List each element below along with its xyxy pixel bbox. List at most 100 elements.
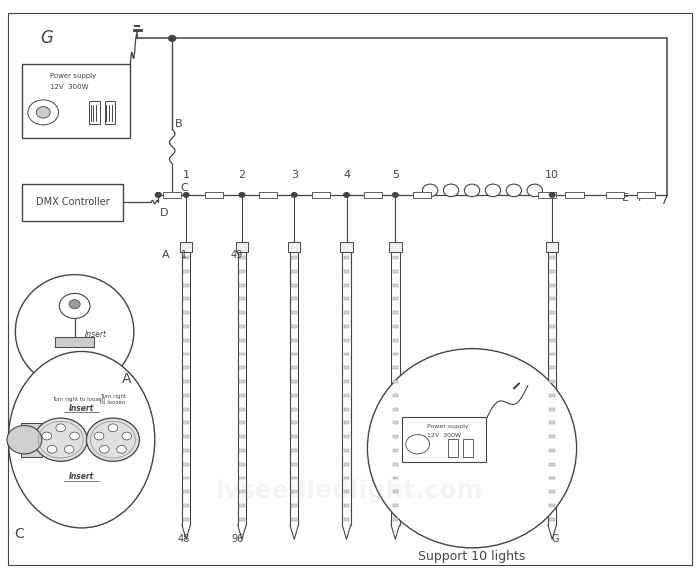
- Bar: [344, 284, 349, 287]
- Text: Power supply: Power supply: [427, 424, 468, 429]
- Bar: [393, 504, 398, 507]
- Bar: [393, 380, 398, 383]
- Text: G: G: [552, 534, 559, 545]
- Bar: [291, 476, 297, 479]
- Bar: [550, 270, 555, 273]
- Ellipse shape: [506, 184, 522, 197]
- Text: D: D: [160, 208, 168, 219]
- Bar: [550, 449, 555, 452]
- Circle shape: [117, 446, 126, 453]
- Bar: [183, 504, 189, 507]
- Bar: [291, 518, 297, 521]
- Text: 1: 1: [183, 170, 190, 180]
- Bar: [90, 101, 100, 124]
- Bar: [291, 394, 297, 397]
- Bar: [183, 435, 189, 438]
- Bar: [288, 241, 300, 252]
- Bar: [183, 256, 189, 259]
- Bar: [393, 490, 398, 493]
- Ellipse shape: [464, 184, 480, 197]
- Bar: [239, 476, 245, 479]
- Bar: [393, 394, 398, 397]
- Bar: [546, 241, 559, 252]
- Text: lvseedledlight.com: lvseedledlight.com: [216, 479, 484, 503]
- Bar: [393, 422, 398, 424]
- Bar: [291, 325, 297, 328]
- Bar: [413, 192, 431, 198]
- Text: 10: 10: [545, 170, 559, 180]
- Bar: [550, 422, 555, 424]
- Bar: [291, 422, 297, 424]
- Bar: [239, 490, 245, 493]
- Bar: [239, 325, 245, 328]
- Text: 1: 1: [181, 250, 187, 260]
- Bar: [183, 476, 189, 479]
- Bar: [239, 408, 245, 411]
- Bar: [393, 408, 398, 411]
- Bar: [364, 192, 382, 198]
- Circle shape: [108, 424, 118, 432]
- Text: C: C: [180, 182, 188, 193]
- Circle shape: [64, 446, 74, 453]
- Bar: [393, 449, 398, 452]
- Bar: [550, 366, 555, 369]
- Bar: [344, 366, 349, 369]
- Bar: [566, 192, 584, 198]
- Circle shape: [34, 418, 87, 462]
- Bar: [183, 422, 189, 424]
- Bar: [183, 408, 189, 411]
- Bar: [239, 435, 245, 438]
- Bar: [291, 490, 297, 493]
- Bar: [291, 284, 297, 287]
- Circle shape: [60, 293, 90, 319]
- Bar: [104, 101, 115, 124]
- Bar: [344, 394, 349, 397]
- Bar: [344, 408, 349, 411]
- Bar: [239, 352, 245, 355]
- Bar: [239, 297, 245, 300]
- Bar: [291, 408, 297, 411]
- Bar: [239, 394, 245, 397]
- Ellipse shape: [15, 275, 134, 388]
- Bar: [550, 504, 555, 507]
- Bar: [183, 449, 189, 452]
- Bar: [239, 366, 245, 369]
- Circle shape: [70, 432, 79, 440]
- Ellipse shape: [485, 184, 500, 197]
- Bar: [291, 311, 297, 314]
- Bar: [239, 339, 245, 341]
- Bar: [183, 490, 189, 493]
- Bar: [236, 241, 248, 252]
- Bar: [393, 339, 398, 341]
- Bar: [183, 352, 189, 355]
- Bar: [606, 192, 624, 198]
- Bar: [463, 439, 473, 457]
- Text: Power supply: Power supply: [50, 73, 97, 78]
- Bar: [344, 518, 349, 521]
- Bar: [344, 270, 349, 273]
- Circle shape: [42, 432, 52, 440]
- Ellipse shape: [423, 184, 438, 197]
- Bar: [291, 297, 297, 300]
- Bar: [402, 417, 486, 462]
- Bar: [344, 463, 349, 466]
- Bar: [291, 504, 297, 507]
- Bar: [393, 518, 398, 521]
- Text: 48: 48: [178, 534, 190, 545]
- Bar: [344, 490, 349, 493]
- Bar: [550, 435, 555, 438]
- Bar: [393, 435, 398, 438]
- Circle shape: [69, 300, 80, 309]
- Text: B: B: [176, 119, 183, 129]
- Circle shape: [550, 193, 555, 197]
- Bar: [393, 284, 398, 287]
- Ellipse shape: [527, 184, 542, 197]
- Bar: [22, 184, 123, 221]
- Bar: [344, 297, 349, 300]
- Bar: [239, 270, 245, 273]
- Text: Turn right to loosen: Turn right to loosen: [52, 398, 106, 402]
- Circle shape: [99, 446, 109, 453]
- Bar: [340, 241, 353, 252]
- Bar: [21, 423, 42, 457]
- Bar: [393, 366, 398, 369]
